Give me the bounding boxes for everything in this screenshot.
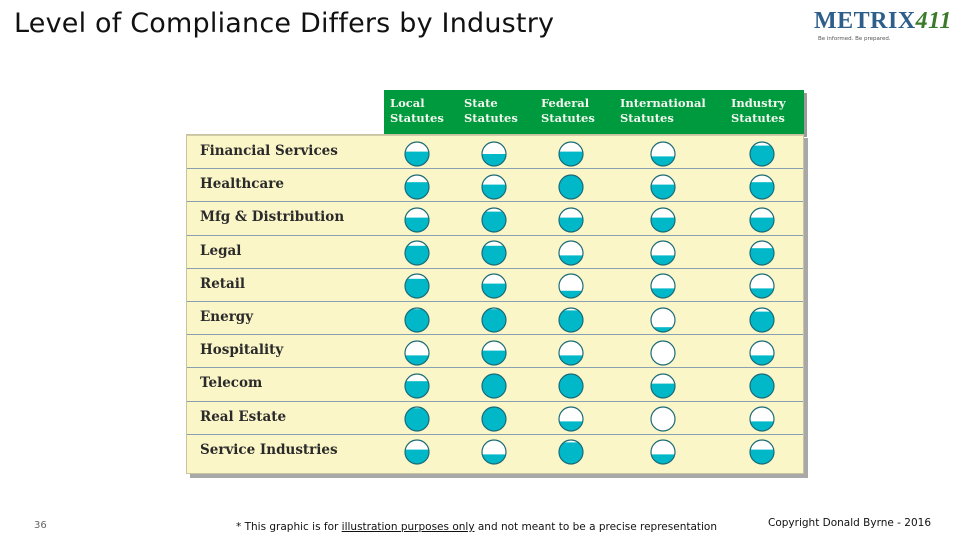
compliance-level-circle (557, 405, 585, 433)
industry-label: Legal (200, 242, 242, 259)
compliance-level-circle (480, 239, 508, 267)
compliance-level-circle (748, 140, 776, 168)
compliance-level-circle (557, 306, 585, 334)
footnote-emphasis: illustration purposes only (341, 521, 475, 533)
copyright-notice: Copyright Donald Byrne - 2016 (768, 517, 932, 529)
compliance-level-circle (480, 372, 508, 400)
compliance-level-circle (403, 173, 431, 201)
compliance-level-circle (480, 206, 508, 234)
industry-label: Financial Services (200, 143, 338, 159)
compliance-level-circle (480, 173, 508, 201)
compliance-level-circle (649, 405, 677, 433)
logo-word-number: 411 (915, 8, 952, 34)
column-header-state: State Statutes (464, 96, 518, 125)
slide-title: Level of Compliance Differs by Industry (14, 8, 555, 39)
compliance-level-circle (480, 339, 508, 367)
column-header-industry: Industry Statutes (731, 96, 786, 125)
compliance-table: Local Statutes State Statutes Federal St… (186, 90, 806, 476)
compliance-level-circle (403, 272, 431, 300)
industry-label: Mfg & Distribution (200, 209, 345, 226)
compliance-level-circle (748, 438, 776, 466)
compliance-level-circle (748, 239, 776, 267)
column-header-local: Local Statutes (390, 96, 444, 125)
compliance-level-circle (403, 405, 431, 433)
industry-label: Real Estate (200, 408, 287, 425)
compliance-level-circle (403, 372, 431, 400)
logo-wordmark: METRIX411 (814, 8, 952, 35)
compliance-level-circle (557, 140, 585, 168)
industry-label: Energy (200, 309, 254, 325)
metrix411-logo: METRIX411 Be informed. Be prepared. (810, 8, 952, 48)
compliance-level-circle (557, 173, 585, 201)
compliance-level-circle (649, 272, 677, 300)
table-row: Legal (187, 234, 803, 268)
compliance-level-circle (748, 372, 776, 400)
compliance-level-circle (480, 438, 508, 466)
industry-label: Healthcare (200, 176, 284, 193)
footnote-text-start: * This graphic is for (236, 521, 342, 533)
table-row: Financial Services (187, 135, 803, 168)
footnote: * This graphic is for illustration purpo… (236, 521, 717, 533)
compliance-level-circle (649, 372, 677, 400)
footnote-text-end: and not meant to be a precise representa… (474, 521, 718, 533)
column-header-bar: Local Statutes State Statutes Federal St… (384, 90, 804, 134)
industry-label: Hospitality (200, 342, 284, 359)
table-row: Real Estate (187, 400, 803, 434)
industry-label: Retail (200, 275, 246, 292)
compliance-level-circle (403, 206, 431, 234)
compliance-level-circle (748, 306, 776, 334)
compliance-level-circle (403, 306, 431, 334)
table-row: Retail (187, 267, 803, 301)
industry-label: Telecom (200, 375, 263, 392)
compliance-level-circle (480, 405, 508, 433)
compliance-level-circle (557, 206, 585, 234)
compliance-level-circle (480, 140, 508, 168)
compliance-level-circle (748, 173, 776, 201)
compliance-level-circle (557, 239, 585, 267)
compliance-level-circle (748, 272, 776, 300)
compliance-level-circle (649, 306, 677, 334)
compliance-level-circle (557, 272, 585, 300)
industry-label: Service Industries (200, 441, 338, 458)
compliance-level-circle (403, 339, 431, 367)
page-number: 36 (34, 520, 47, 531)
compliance-level-circle (748, 206, 776, 234)
compliance-level-circle (649, 206, 677, 234)
logo-word-start: METRIX (814, 8, 916, 34)
column-header-federal: Federal Statutes (541, 96, 595, 125)
table-row: Mfg & Distribution (187, 201, 803, 234)
compliance-level-circle (403, 438, 431, 466)
compliance-level-circle (557, 339, 585, 367)
compliance-level-circle (480, 272, 508, 300)
column-header-international: International Statutes (620, 96, 706, 125)
compliance-level-circle (649, 438, 677, 466)
compliance-level-circle (649, 140, 677, 168)
compliance-level-circle (403, 239, 431, 267)
table-row: Service Industries (187, 433, 803, 467)
compliance-level-circle (403, 140, 431, 168)
compliance-level-circle (557, 372, 585, 400)
table-row: Energy (187, 301, 803, 334)
compliance-level-circle (649, 339, 677, 367)
compliance-level-circle (649, 239, 677, 267)
compliance-level-circle (748, 339, 776, 367)
table-body: Financial Services Healthcare Mfg & Distri… (186, 134, 804, 474)
logo-tagline: Be informed. Be prepared. (818, 36, 891, 42)
compliance-level-circle (557, 438, 585, 466)
table-row: Telecom (187, 367, 803, 400)
compliance-level-circle (748, 405, 776, 433)
table-row: Hospitality (187, 334, 803, 367)
compliance-level-circle (480, 306, 508, 334)
compliance-level-circle (649, 173, 677, 201)
table-row: Healthcare (187, 168, 803, 201)
